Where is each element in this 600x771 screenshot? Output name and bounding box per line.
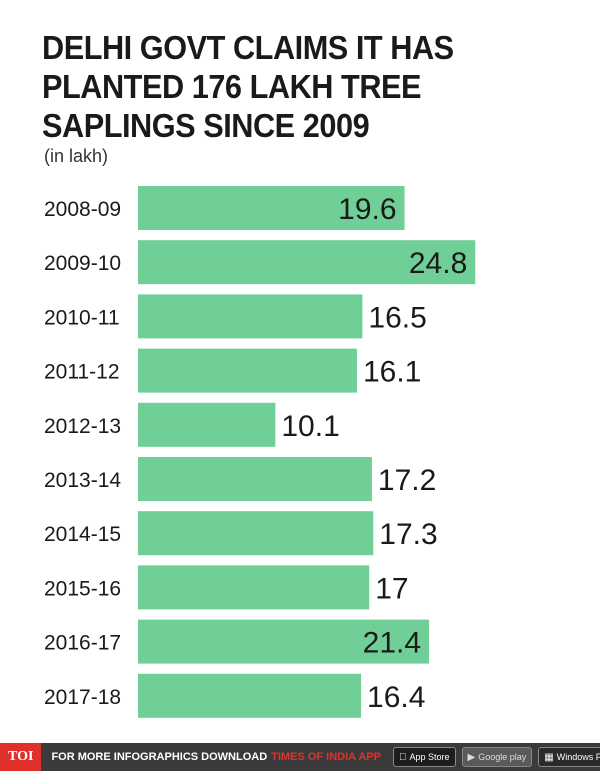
google-play-label: Google play	[470, 752, 526, 762]
category-label: 2014-15	[44, 523, 121, 546]
value-label: 10.1	[281, 410, 339, 443]
category-label: 2017-18	[44, 686, 121, 709]
value-label: 16.1	[363, 356, 421, 389]
chart-subtitle: (in lakh)	[44, 146, 109, 166]
bar	[138, 186, 405, 230]
chart-title: DELHI GOVT CLAIMS IT HAS PLANTED 176 LAK…	[42, 29, 454, 144]
bar	[138, 673, 362, 718]
bar-chart: 2008-09 19.6 2009-10 24.8 2010-11 16.5 2011-12…	[44, 186, 476, 718]
footer-text: FOR MORE INFOGRAPHICS DOWNLOAD	[51, 751, 268, 763]
category-label: 2011-12	[44, 361, 120, 384]
value-label: 24.8	[409, 247, 467, 280]
value-label: 17	[375, 572, 408, 605]
bar	[138, 294, 363, 339]
windows-icon: ▦	[536, 751, 553, 763]
bar	[138, 240, 476, 285]
category-label: 2010-11	[44, 306, 120, 329]
category-label: 2015-16	[44, 577, 121, 600]
bar	[138, 348, 357, 393]
value-label: 17.3	[379, 518, 437, 551]
value-label: 21.4	[363, 627, 421, 660]
play-icon: ▶	[468, 752, 476, 763]
app-store-label: App Store	[401, 752, 449, 762]
footer-bar: TOI FOR MORE INFOGRAPHICS DOWNLOAD TIMES…	[0, 743, 600, 771]
value-label: 19.6	[338, 193, 396, 226]
value-label: 16.4	[367, 681, 425, 714]
category-label: 2012-13	[44, 415, 121, 438]
app-store-badge[interactable]:  App Store	[392, 747, 456, 767]
bar	[138, 619, 430, 664]
toi-logo: TOI	[0, 743, 42, 771]
category-label: 2016-17	[44, 632, 121, 655]
category-label: 2008-09	[44, 198, 121, 221]
bar	[138, 565, 370, 610]
footer-app-name[interactable]: TIMES OF INDIA APP	[271, 751, 381, 763]
bar	[138, 402, 276, 447]
windows-phone-label: Windows Phone	[549, 752, 600, 762]
bar	[138, 511, 374, 556]
google-play-badge[interactable]: ▶ Google play	[461, 747, 533, 767]
category-label: 2013-14	[44, 469, 121, 492]
windows-phone-badge[interactable]: ▦ Windows Phone	[538, 747, 600, 767]
value-label: 16.5	[368, 301, 426, 334]
category-label: 2009-10	[44, 252, 121, 275]
value-label: 17.2	[378, 464, 436, 497]
bar	[138, 457, 372, 501]
apple-icon: 	[399, 752, 407, 763]
